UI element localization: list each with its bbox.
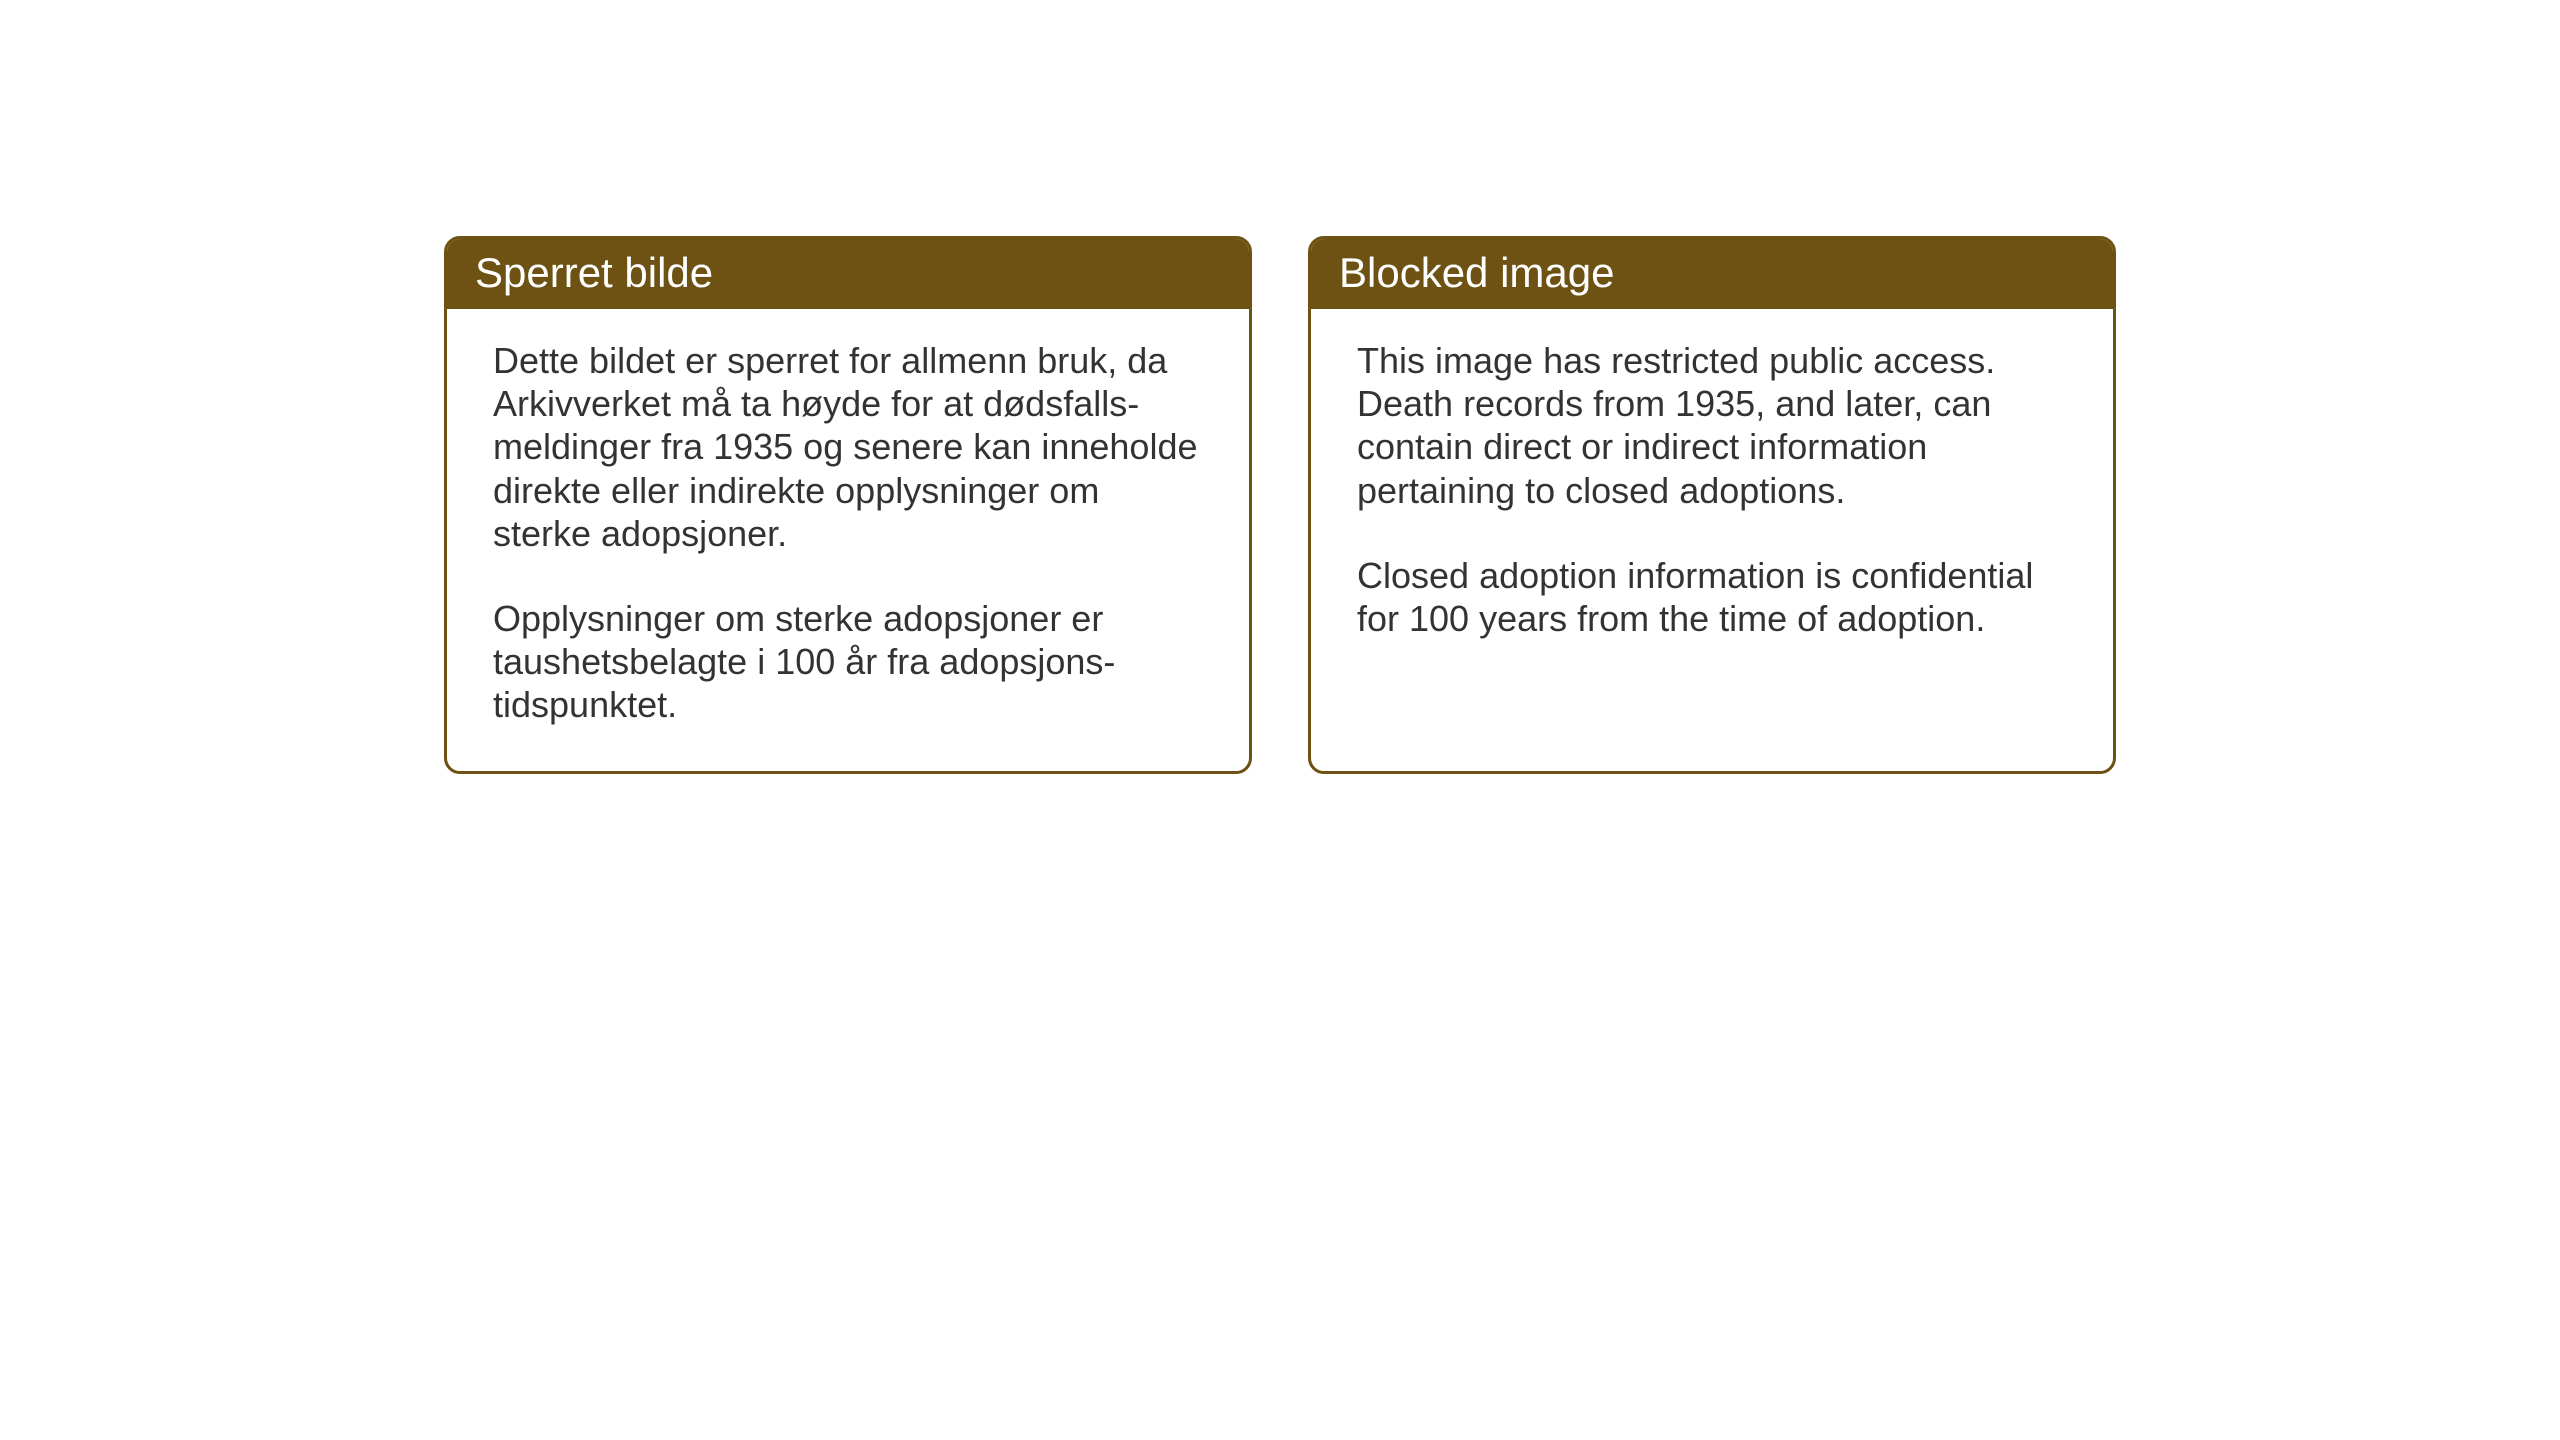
notice-header-english: Blocked image	[1311, 239, 2113, 309]
notice-title-english: Blocked image	[1339, 249, 1614, 296]
notice-paragraph-2-english: Closed adoption information is confident…	[1357, 554, 2067, 640]
notice-card-norwegian: Sperret bilde Dette bildet er sperret fo…	[444, 236, 1252, 774]
notice-card-english: Blocked image This image has restricted …	[1308, 236, 2116, 774]
notice-container: Sperret bilde Dette bildet er sperret fo…	[444, 236, 2116, 774]
notice-paragraph-2-norwegian: Opplysninger om sterke adopsjoner er tau…	[493, 597, 1203, 727]
notice-paragraph-1-english: This image has restricted public access.…	[1357, 339, 2067, 512]
notice-body-norwegian: Dette bildet er sperret for allmenn bruk…	[447, 309, 1249, 771]
notice-header-norwegian: Sperret bilde	[447, 239, 1249, 309]
notice-paragraph-1-norwegian: Dette bildet er sperret for allmenn bruk…	[493, 339, 1203, 555]
notice-body-english: This image has restricted public access.…	[1311, 309, 2113, 684]
notice-title-norwegian: Sperret bilde	[475, 249, 713, 296]
